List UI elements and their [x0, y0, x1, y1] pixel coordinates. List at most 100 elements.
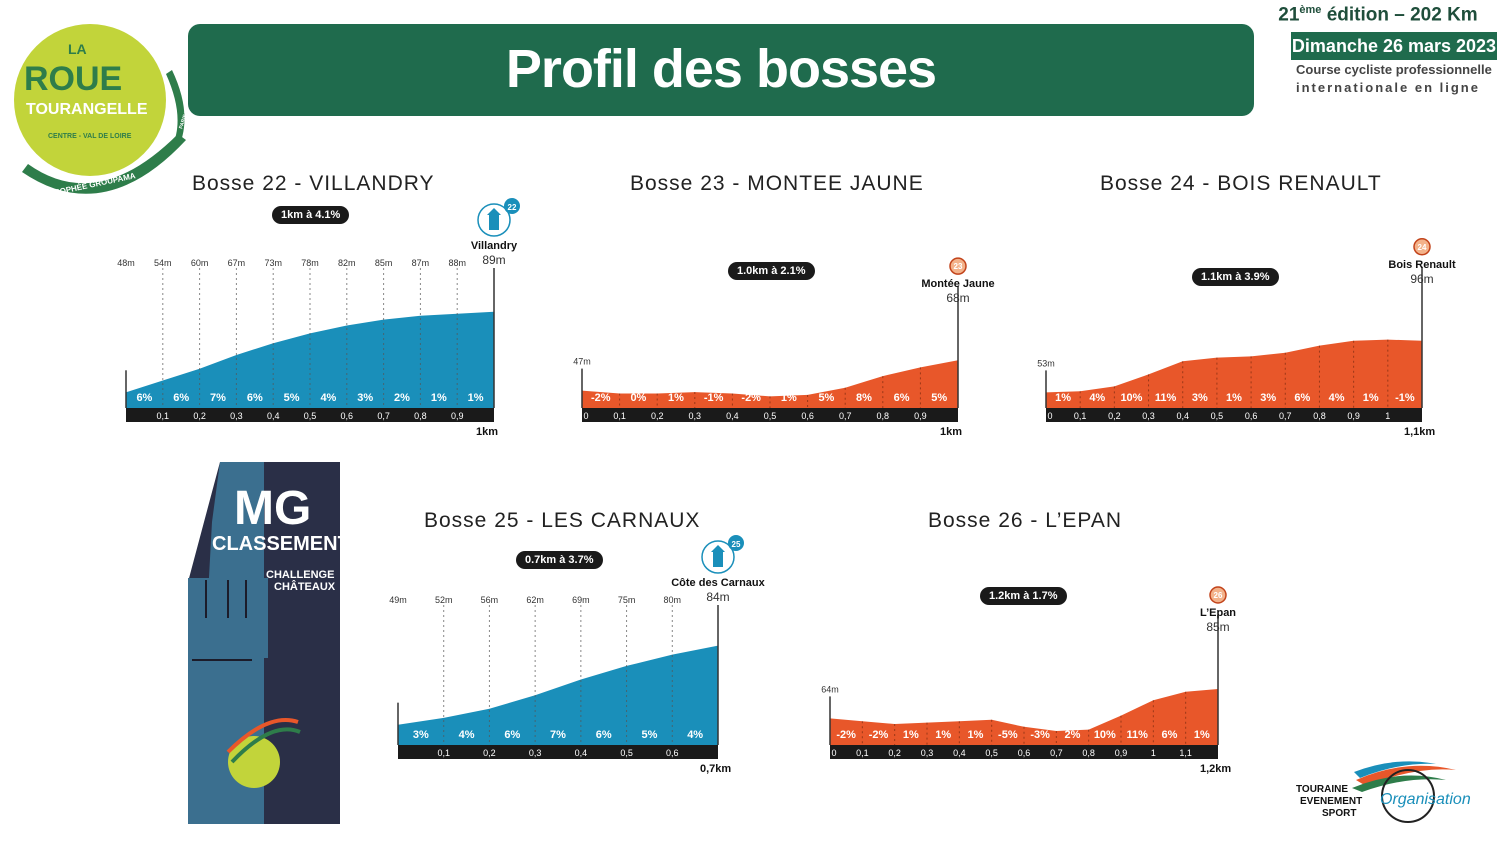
distance-bar	[582, 408, 958, 422]
gradient-label: -2%	[869, 729, 889, 741]
gradient-label: 5%	[818, 392, 834, 404]
profile-svg: 0,1 0,2 0,3 0,4 0,5 0,6 0,7 0,8 0,9 6% 6% 7% 6% 5% 4% 3…	[117, 198, 520, 422]
gradient-label: 8%	[856, 392, 872, 404]
gradient-label: 10%	[1094, 729, 1116, 741]
gradient-label: 3%	[357, 392, 373, 404]
altitude-label: 60m	[191, 258, 209, 268]
profile-svg: 0 0,1 0,2 0,3 0,4 0,5 0,6 0,7 0,8 0,9 -2% 0% 1% -1% -2…	[573, 257, 967, 422]
gradient-label: 6%	[504, 729, 520, 741]
x-tick-label: 0,5	[764, 411, 777, 421]
profile-svg: 0,1 0,2 0,3 0,4 0,5 0,6 3% 4% 6% 7% 6% 5% 4% 49m 52m 56…	[389, 535, 744, 759]
x-tick-label: 0	[583, 411, 588, 421]
summit-altitude: 68m	[946, 291, 970, 306]
distance-label: 0,7km	[700, 763, 732, 775]
title-banner: Profil des bosses	[188, 24, 1254, 116]
date-box: Dimanche 26 mars 2023	[1291, 32, 1497, 60]
logo-line1: LA	[68, 41, 87, 57]
summit-name: Villandry	[470, 240, 518, 252]
distance-label: 1km	[940, 426, 963, 438]
mg-title: MG	[234, 482, 311, 535]
gradient-label: 1%	[431, 392, 447, 404]
gradient-label: 3%	[1260, 392, 1276, 404]
tes-line1: TOURAINE	[1296, 784, 1348, 795]
gradient-label: 5%	[284, 392, 300, 404]
gradient-label: -2%	[741, 392, 761, 404]
chart-bosse-26: Bosse 26 - L’EPAN 1.2km à 1.7% 0 0,1 0,2 0,3 0…	[808, 497, 1248, 797]
x-tick-label: 1	[1385, 411, 1390, 421]
distance-bar	[830, 745, 1218, 759]
gradient-label: 3%	[413, 729, 429, 741]
summit-number: 24	[1418, 243, 1427, 252]
distance-label: 1,1km	[1404, 426, 1436, 438]
gradient-label: 11%	[1126, 729, 1148, 741]
summit-name: Montée Jaune	[921, 278, 995, 291]
gradient-label: 2%	[1065, 729, 1081, 741]
gradient-label: 2%	[394, 392, 410, 404]
x-tick-label: 0,4	[1176, 411, 1189, 421]
distance-bar	[126, 408, 494, 422]
distance-label: 1,2km	[1200, 763, 1232, 775]
altitude-label: 52m	[435, 595, 453, 605]
gradient-label: 6%	[1162, 729, 1178, 741]
summary-pill: 1.2km à 1.7%	[980, 587, 1067, 605]
distance-label: 1km	[476, 426, 499, 438]
tes-line2: EVENEMENT	[1300, 796, 1362, 807]
x-tick-label: 0,3	[1142, 411, 1155, 421]
x-tick-label: 0,8	[414, 411, 427, 421]
summary-pill: 1.1km à 3.9%	[1192, 268, 1279, 286]
gradient-label: 11%	[1155, 392, 1177, 404]
x-tick-label: 0,2	[1108, 411, 1121, 421]
summit-name: Bois Renault	[1388, 258, 1456, 271]
x-tick-label: 0,7	[377, 411, 390, 421]
altitude-label: 64m	[821, 684, 839, 694]
edition-label: 21ème édition – 202 Km	[1260, 4, 1496, 26]
mg-line1: CHALLENGE	[266, 569, 334, 581]
x-tick-label: 0,1	[856, 748, 869, 758]
summit-number-badge	[1209, 586, 1227, 604]
x-tick-label: 0,5	[985, 748, 998, 758]
gradient-label: 5%	[641, 729, 657, 741]
gradient-label: -5%	[998, 729, 1018, 741]
altitude-label: 62m	[526, 595, 544, 605]
x-tick-label: 0,3	[921, 748, 934, 758]
gradient-label: 4%	[687, 729, 703, 741]
chart-bosse-23: Bosse 23 - MONTEE JAUNE 1.0km à 2.1% 0 0,1 0…	[560, 160, 1000, 455]
x-tick-label: 0,8	[877, 411, 890, 421]
summit-number: 26	[1214, 591, 1223, 600]
x-tick-label: 0,6	[801, 411, 814, 421]
x-tick-label: 0,1	[157, 411, 170, 421]
course-line2: internationale en ligne	[1296, 80, 1480, 95]
gradient-label: 6%	[894, 392, 910, 404]
x-tick-label: 0,9	[451, 411, 464, 421]
gradient-label: -2%	[591, 392, 611, 404]
gradient-label: 6%	[136, 392, 152, 404]
altitude-label: 80m	[664, 595, 682, 605]
logo-line2: ROUE	[24, 60, 122, 98]
roue-tourangelle-logo: LA ROUE TOURANGELLE CENTRE - VAL DE LOIR…	[14, 24, 188, 194]
x-tick-label: 0,7	[839, 411, 852, 421]
altitude-label: 82m	[338, 258, 356, 268]
profile-area	[398, 645, 718, 745]
altitude-label: 85m	[375, 258, 393, 268]
summary-pill: 1.0km à 2.1%	[728, 262, 815, 280]
altitude-label: 88m	[448, 258, 466, 268]
page-title: Profil des bosses	[505, 39, 937, 99]
summit-name: Côte des Carnaux	[671, 577, 765, 589]
altitude-label: 56m	[481, 595, 499, 605]
chart-bosse-24: Bosse 24 - BOIS RENAULT 1.1km à 3.9% 0 0,1 0…	[1020, 160, 1480, 455]
x-tick-label: 0,5	[620, 748, 633, 758]
altitude-label: 75m	[618, 595, 636, 605]
summit-tower-roof	[711, 545, 725, 552]
x-tick-label: 0,7	[1279, 411, 1292, 421]
x-tick-label: 0,5	[1211, 411, 1224, 421]
gradient-label: 1%	[1055, 392, 1071, 404]
summit-number-badge	[1413, 238, 1431, 256]
x-tick-label: 0,3	[529, 748, 542, 758]
tes-line3: SPORT	[1322, 808, 1356, 819]
x-tick-label: 0,8	[1082, 748, 1095, 758]
summit-altitude: 89m	[482, 253, 506, 267]
gradient-label: 6%	[1294, 392, 1310, 404]
summit-number-badge	[949, 257, 967, 275]
gradient-label: 0%	[630, 392, 646, 404]
chart-title: Bosse 22 - VILLANDRY	[192, 172, 435, 195]
